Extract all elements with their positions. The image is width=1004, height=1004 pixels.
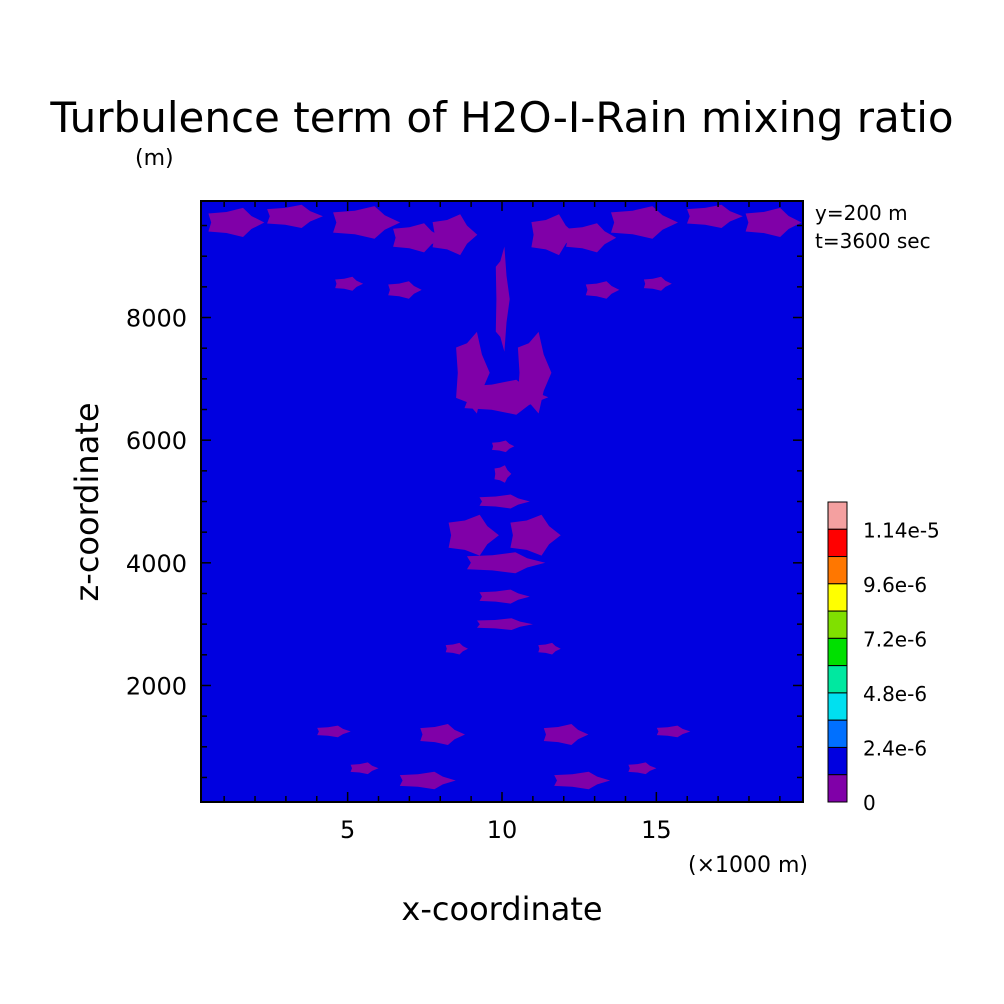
colorbar-segment [827, 637, 848, 667]
colorbar-segment [827, 556, 848, 585]
colorbar-label: 0 [863, 791, 876, 815]
colorbar-segment [827, 501, 848, 530]
colorbar: 1.14e-5 9.6e-6 7.2e-6 4.8e-6 2.4e-6 0 [827, 501, 940, 815]
colorbar-segment [827, 665, 848, 694]
y-tick-label: 2000 [126, 672, 187, 700]
negative-region [445, 642, 468, 655]
negative-region [335, 276, 364, 291]
chart-title: Turbulence term of H2O-I-Rain mixing rat… [49, 93, 953, 142]
negative-region [566, 223, 617, 253]
x-axis: 5 10 15 [223, 201, 781, 844]
colorbar-segment [827, 692, 848, 721]
negative-region [687, 204, 743, 228]
negative-region [477, 618, 533, 630]
negative-region [350, 762, 379, 775]
y-axis-label: z-coordinate [68, 402, 106, 601]
negative-region [492, 440, 515, 453]
negative-region [611, 206, 678, 239]
info-line-t: t=3600 sec [815, 229, 931, 253]
info-line-y: y=200 m [815, 201, 908, 225]
info-block: y=200 m t=3600 sec [815, 201, 931, 253]
colorbar-label: 9.6e-6 [863, 573, 927, 597]
negative-region [628, 762, 657, 775]
negative-region [745, 207, 802, 237]
negative-region [554, 771, 611, 790]
negative-region [656, 725, 691, 738]
negative-region [448, 514, 499, 556]
negative-region [543, 724, 589, 745]
negative-region [317, 725, 351, 738]
negative-region [479, 494, 530, 509]
y-tick-label: 8000 [126, 305, 187, 333]
x-tick-label: 10 [487, 816, 518, 844]
negative-region [479, 589, 530, 604]
plot-area [201, 201, 803, 802]
colorbar-segment [827, 774, 848, 803]
negative-region [393, 223, 444, 253]
negative-region [538, 642, 561, 655]
colorbar-label: 1.14e-5 [863, 518, 940, 542]
y-tick-label: 4000 [126, 550, 187, 578]
colorbar-segment [827, 746, 848, 776]
colorbar-segment [827, 610, 848, 639]
negative-region [464, 379, 549, 415]
negative-region [208, 207, 265, 237]
colorbar-segment [827, 528, 848, 558]
negative-region [495, 246, 510, 352]
x-tick-label: 15 [641, 816, 672, 844]
negative-region [399, 771, 456, 790]
colorbar-segment [827, 719, 848, 748]
x-tick-label: 5 [340, 816, 355, 844]
negative-region [494, 465, 512, 483]
x-axis-label: x-coordinate [401, 890, 602, 928]
colorbar-segment [827, 583, 848, 612]
title-unit: (m) [135, 146, 174, 171]
colorbar-label: 7.2e-6 [863, 627, 927, 651]
y-tick-label: 6000 [126, 427, 187, 455]
colorbar-label: 2.4e-6 [863, 736, 927, 760]
negative-region [467, 552, 546, 574]
negative-regions [208, 204, 802, 790]
y-axis: 2000 4000 6000 8000 [126, 224, 803, 779]
negative-region [432, 214, 478, 256]
colorbar-label: 4.8e-6 [863, 682, 927, 706]
negative-region [388, 281, 422, 299]
x-unit-label: (×1000 m) [688, 853, 808, 878]
negative-region [267, 204, 323, 228]
negative-region [531, 214, 577, 256]
negative-region [585, 281, 620, 299]
negative-region [510, 514, 561, 556]
negative-region [420, 724, 465, 745]
negative-region [643, 276, 672, 291]
negative-region [333, 206, 401, 239]
